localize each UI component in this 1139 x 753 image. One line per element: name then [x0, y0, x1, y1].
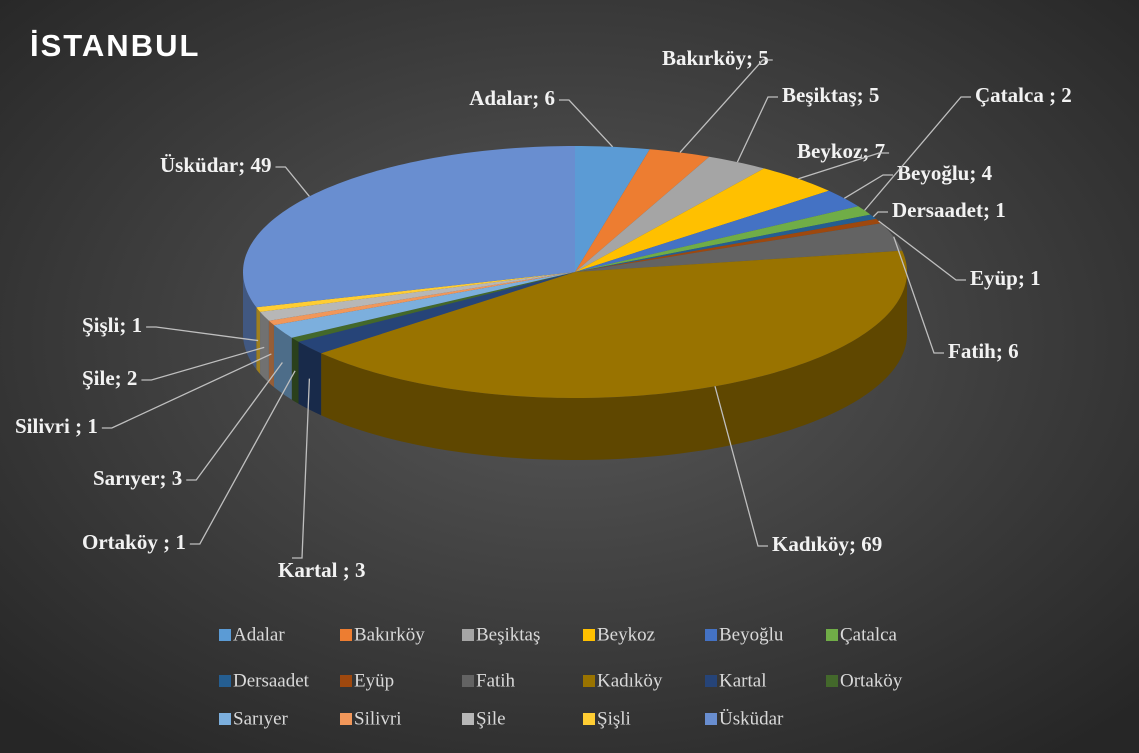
data-label: Fatih; 6	[948, 339, 1019, 363]
data-label: Şişli; 1	[82, 313, 142, 337]
data-label: Dersaadet; 1	[892, 198, 1006, 222]
leader-line	[864, 96, 971, 211]
legend-swatch	[705, 675, 717, 687]
slice	[321, 250, 907, 398]
leader-line	[141, 346, 265, 381]
legend-label: Beşiktaş	[476, 624, 540, 645]
data-label: Beşiktaş; 5	[782, 83, 879, 107]
data-label: Çatalca ; 2	[975, 83, 1072, 107]
slice-side	[291, 337, 299, 404]
slice	[575, 206, 871, 272]
data-label: Eyüp; 1	[970, 266, 1041, 290]
slice	[273, 272, 575, 338]
leader-line	[872, 211, 888, 218]
slice-side	[243, 272, 257, 370]
leader-line	[292, 378, 311, 559]
data-label: Sarıyer; 3	[93, 466, 182, 490]
slice	[298, 272, 575, 354]
slice	[575, 218, 882, 272]
leader-line	[679, 59, 773, 153]
leader-line	[893, 236, 944, 354]
leader-line	[559, 99, 614, 148]
legend-swatch	[462, 629, 474, 641]
legend-label: Beykoz	[597, 624, 655, 645]
leader-line	[878, 220, 966, 281]
legend-swatch	[462, 675, 474, 687]
slice	[268, 272, 575, 326]
legend-swatch	[219, 629, 231, 641]
legend-swatch	[583, 629, 595, 641]
legend-swatch	[462, 713, 474, 725]
slice-side	[273, 325, 292, 400]
legend-swatch	[583, 713, 595, 725]
leader-line	[275, 166, 310, 197]
legend-label: Eyüp	[354, 670, 394, 691]
leader-line	[736, 96, 778, 163]
legend-label: Silivri	[354, 708, 402, 729]
data-label: Kartal ; 3	[278, 558, 365, 582]
slice	[575, 156, 764, 272]
legend-swatch	[705, 629, 717, 641]
data-label: Bakırköy; 5	[662, 46, 769, 70]
chart-title: İSTANBUL	[30, 28, 200, 63]
legend-label: Bakırköy	[354, 624, 425, 645]
leader-line	[843, 174, 893, 199]
leader-line	[798, 152, 890, 180]
slice	[575, 146, 650, 272]
slice	[575, 190, 859, 272]
leader-line	[714, 386, 768, 547]
legend-label: Dersaadet	[233, 670, 310, 691]
slice-side	[256, 307, 261, 374]
data-label: Üsküdar; 49	[160, 153, 271, 177]
slice	[260, 272, 575, 321]
legend-label: Şişli	[597, 708, 631, 729]
legend-swatch	[340, 713, 352, 725]
data-label: Beyoğlu; 4	[897, 161, 993, 185]
legend-swatch	[705, 713, 717, 725]
leader-line	[146, 326, 259, 342]
legend-swatch	[219, 675, 231, 687]
legend-label: Kartal	[719, 670, 766, 691]
slice-side	[321, 272, 907, 460]
data-label: Silivri ; 1	[15, 414, 98, 438]
data-label: Beykoz; 7	[797, 139, 885, 163]
leader-line	[101, 353, 272, 429]
slice	[575, 168, 829, 272]
legend-swatch	[826, 675, 838, 687]
legend-swatch	[826, 629, 838, 641]
legend-label: Üsküdar	[719, 708, 784, 729]
legend-label: Kadıköy	[597, 670, 663, 691]
slice	[575, 223, 903, 272]
legend-label: Çatalca	[840, 624, 898, 645]
legend-label: Şile	[476, 708, 506, 729]
legend-swatch	[583, 675, 595, 687]
slice	[575, 214, 877, 272]
legend-label: Fatih	[476, 670, 516, 691]
data-label: Adalar; 6	[469, 86, 555, 110]
legend-label: Sarıyer	[233, 708, 289, 729]
slice-side	[268, 320, 274, 388]
legend-swatch	[340, 675, 352, 687]
legend-label: Beyoğlu	[719, 624, 784, 645]
data-label: Şile; 2	[82, 366, 137, 390]
leader-line	[189, 370, 296, 545]
slice	[575, 149, 710, 272]
legend-swatch	[340, 629, 352, 641]
legend-label: Ortaköy	[840, 670, 903, 691]
data-label: Ortaköy ; 1	[82, 530, 186, 554]
slice	[243, 146, 575, 308]
legend-label: Adalar	[233, 624, 285, 645]
slice-side	[298, 341, 322, 416]
legend-swatch	[219, 713, 231, 725]
slice-side	[260, 311, 269, 383]
data-label: Kadıköy; 69	[772, 532, 882, 556]
slice	[291, 272, 575, 342]
leader-line	[186, 362, 283, 481]
slice	[256, 272, 575, 312]
